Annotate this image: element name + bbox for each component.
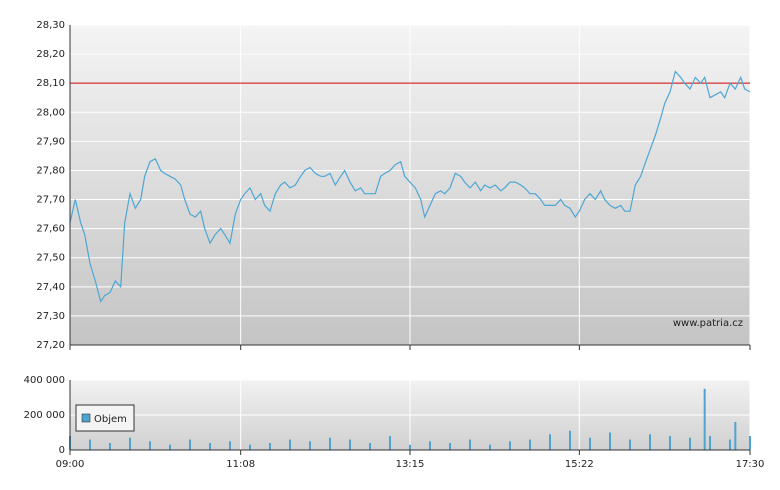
watermark: www.patria.cz bbox=[673, 318, 743, 329]
volume-bar bbox=[734, 422, 737, 450]
y-tick-label: 27,40 bbox=[36, 282, 65, 293]
volume-bar bbox=[449, 443, 451, 450]
volume-bar bbox=[409, 444, 411, 450]
x-tick-label: 09:00 bbox=[56, 459, 85, 470]
volume-bar bbox=[209, 443, 211, 450]
volume-bar bbox=[509, 441, 511, 450]
volume-bar bbox=[549, 434, 551, 450]
y-tick-label: 200 000 bbox=[24, 410, 65, 421]
volume-bar bbox=[609, 432, 611, 450]
legend-swatch bbox=[81, 413, 91, 423]
y-tick-label: 27,80 bbox=[36, 165, 65, 176]
volume-bar bbox=[89, 439, 91, 450]
y-tick-label: 28,10 bbox=[36, 78, 65, 89]
volume-bar bbox=[529, 439, 531, 450]
volume-bar bbox=[729, 439, 731, 450]
volume-bar bbox=[703, 388, 706, 450]
volume-bar bbox=[329, 437, 331, 450]
volume-bar bbox=[149, 441, 151, 450]
volume-bar bbox=[349, 439, 351, 450]
y-tick-label: 28,00 bbox=[36, 107, 65, 118]
y-tick-label: 400 000 bbox=[24, 375, 65, 386]
y-tick-label: 27,30 bbox=[36, 311, 65, 322]
y-tick-label: 27,20 bbox=[36, 340, 65, 351]
x-tick-label: 15:22 bbox=[565, 459, 594, 470]
x-tick-label: 11:08 bbox=[226, 459, 255, 470]
volume-bar bbox=[289, 439, 291, 450]
y-tick-label: 28,30 bbox=[36, 20, 65, 31]
legend-label: Objem bbox=[94, 414, 127, 425]
x-tick-label: 17:30 bbox=[736, 459, 765, 470]
volume-bar bbox=[429, 441, 431, 450]
volume-bar bbox=[229, 441, 231, 450]
volume-bar bbox=[709, 436, 711, 450]
volume-bar bbox=[169, 444, 171, 450]
volume-bar bbox=[369, 443, 371, 450]
y-tick-label: 27,60 bbox=[36, 224, 65, 235]
volume-bar bbox=[469, 439, 471, 450]
volume-bar bbox=[749, 436, 751, 450]
y-tick-label: 28,20 bbox=[36, 49, 65, 60]
x-tick-label: 13:15 bbox=[396, 459, 425, 470]
volume-bar bbox=[649, 434, 651, 450]
volume-bar bbox=[689, 437, 691, 450]
volume-bar bbox=[109, 443, 111, 450]
y-tick-label: 27,90 bbox=[36, 136, 65, 147]
volume-bar bbox=[589, 437, 591, 450]
volume-bar bbox=[389, 436, 391, 450]
y-tick-label: 0 bbox=[59, 445, 65, 456]
volume-bar bbox=[189, 439, 191, 450]
volume-bar bbox=[249, 444, 251, 450]
y-tick-label: 27,50 bbox=[36, 253, 65, 264]
volume-bar bbox=[569, 430, 571, 450]
volume-bar bbox=[269, 443, 271, 450]
volume-bar bbox=[129, 437, 131, 450]
price-line bbox=[69, 70, 751, 303]
volume-bar bbox=[669, 436, 671, 450]
volume-bar bbox=[309, 441, 311, 450]
volume-bar bbox=[629, 439, 631, 450]
y-tick-label: 27,70 bbox=[36, 195, 65, 206]
volume-bar bbox=[489, 444, 491, 450]
